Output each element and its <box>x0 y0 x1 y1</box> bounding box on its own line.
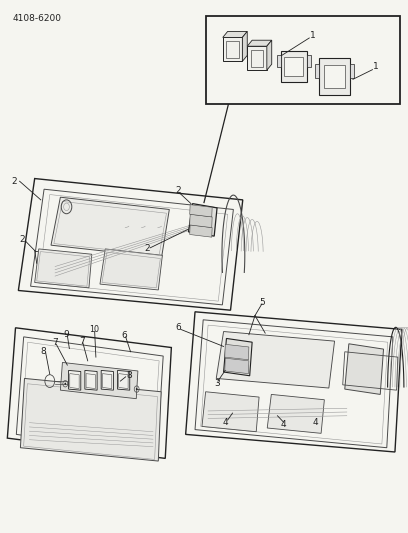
Text: 10: 10 <box>89 325 99 334</box>
Polygon shape <box>281 51 307 82</box>
Polygon shape <box>35 249 92 288</box>
Bar <box>251 50 263 67</box>
Polygon shape <box>20 378 161 461</box>
Polygon shape <box>188 204 217 236</box>
Text: 4: 4 <box>222 418 228 427</box>
Text: 2: 2 <box>20 236 25 244</box>
Polygon shape <box>7 328 171 458</box>
Polygon shape <box>186 312 402 452</box>
Polygon shape <box>100 249 162 290</box>
Text: 5: 5 <box>259 298 265 307</box>
Polygon shape <box>223 31 247 37</box>
Bar <box>284 56 303 76</box>
Polygon shape <box>101 370 113 390</box>
Polygon shape <box>69 370 81 390</box>
Polygon shape <box>225 358 249 374</box>
Text: 4: 4 <box>281 421 286 429</box>
Polygon shape <box>345 344 384 394</box>
Text: 1: 1 <box>310 31 316 40</box>
Polygon shape <box>85 370 97 390</box>
Polygon shape <box>190 205 212 217</box>
Polygon shape <box>315 63 319 77</box>
Bar <box>226 41 239 58</box>
Text: 3: 3 <box>214 379 220 388</box>
Polygon shape <box>277 55 281 67</box>
Polygon shape <box>225 344 249 360</box>
Polygon shape <box>223 37 242 61</box>
Polygon shape <box>319 59 350 95</box>
Polygon shape <box>216 332 335 388</box>
Text: 9: 9 <box>63 330 69 338</box>
Circle shape <box>136 388 137 390</box>
Polygon shape <box>60 362 138 399</box>
Text: 8: 8 <box>41 348 47 356</box>
Polygon shape <box>247 40 272 46</box>
Text: 4: 4 <box>312 418 318 426</box>
Text: 1: 1 <box>373 62 379 71</box>
Text: 7: 7 <box>79 337 84 345</box>
Text: 6: 6 <box>175 324 181 332</box>
Polygon shape <box>18 179 243 310</box>
Text: 6: 6 <box>122 332 127 340</box>
Bar <box>206 16 400 104</box>
Polygon shape <box>202 392 259 432</box>
Text: 8: 8 <box>126 371 132 379</box>
Polygon shape <box>307 55 311 67</box>
Polygon shape <box>242 31 247 61</box>
Text: 7: 7 <box>52 338 58 347</box>
Bar <box>324 66 345 88</box>
Polygon shape <box>247 46 267 70</box>
Text: 4108-6200: 4108-6200 <box>12 14 61 23</box>
Circle shape <box>64 383 66 385</box>
Polygon shape <box>51 197 169 257</box>
Polygon shape <box>224 338 252 376</box>
Text: 2: 2 <box>11 177 17 185</box>
Polygon shape <box>118 370 130 390</box>
Polygon shape <box>267 40 272 70</box>
Text: 2: 2 <box>145 244 151 253</box>
Polygon shape <box>350 63 355 77</box>
Polygon shape <box>190 214 212 228</box>
Text: 2: 2 <box>175 187 181 195</box>
Polygon shape <box>267 394 324 433</box>
Polygon shape <box>190 225 212 237</box>
